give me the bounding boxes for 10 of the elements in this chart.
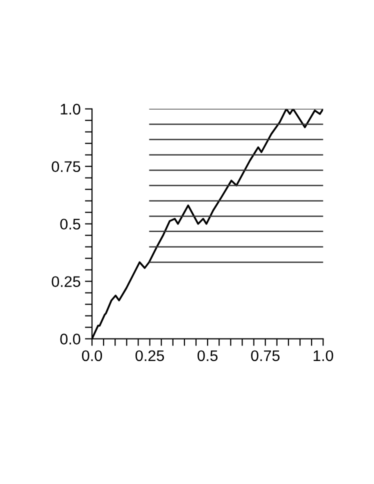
y-tick-label: 1.0 [60,104,80,115]
x-tick-label: 0.75 [251,350,280,362]
x-tick-label: 0.25 [136,350,164,362]
y-tick-label: 0.25 [52,276,80,288]
y-tick-label: 0.5 [60,218,80,230]
x-tick-label: 0.5 [198,350,218,362]
x-tick-label: 0.0 [82,350,102,362]
x-tick-label: 1.0 [314,350,334,362]
y-tick-label: 0.75 [52,161,80,172]
y-tick-label: 0.0 [60,334,80,344]
